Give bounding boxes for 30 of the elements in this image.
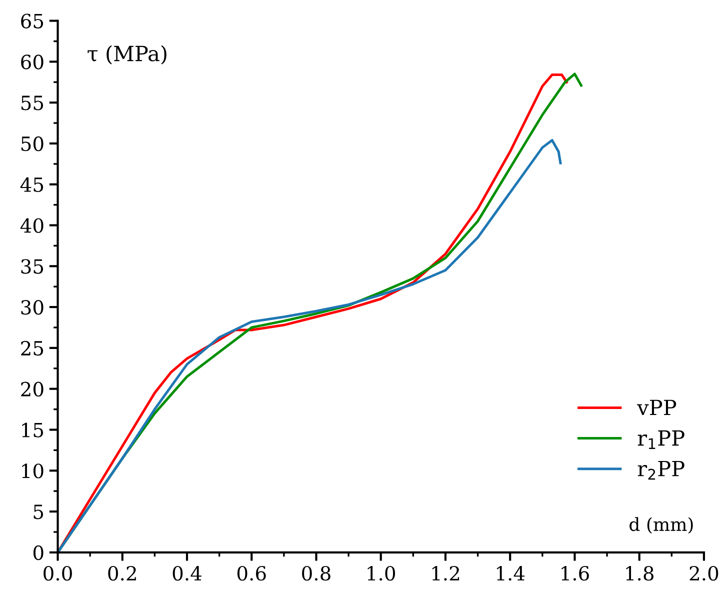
y-tick-label: 55 — [21, 96, 44, 110]
y-tick-label: 30 — [21, 300, 44, 315]
x-tick-label: 0.8 — [302, 566, 330, 581]
y-axis-title: τ (MPa) — [88, 45, 166, 64]
legend-label: r$_{2}$PP — [638, 460, 684, 480]
y-tick-label: 45 — [20, 177, 44, 192]
y-tick-label: 5 — [34, 504, 44, 520]
y-tick-label: 40 — [20, 218, 44, 233]
x-tick-label: 1.8 — [626, 566, 654, 581]
x-axis-title: d (mm) — [630, 517, 693, 534]
x-tick-label: 2.0 — [690, 566, 718, 581]
y-tick-label: 35 — [21, 259, 44, 274]
legend-label: r$_{1}$PP — [638, 430, 684, 449]
x-tick-label: 1.2 — [432, 566, 460, 581]
y-tick-label: 50 — [21, 136, 44, 152]
y-tick-label: 20 — [21, 382, 44, 397]
y-tick-label: 25 — [21, 340, 44, 356]
y-tick-label: 15 — [22, 422, 44, 438]
x-tick-label: 1.4 — [497, 566, 525, 581]
x-tick-label: 0.2 — [108, 566, 136, 581]
x-tick-label: 1.0 — [368, 566, 396, 581]
y-tick-label: 65 — [21, 14, 44, 28]
legend-label: vPP — [637, 400, 676, 416]
y-tick-label: 10 — [22, 464, 44, 478]
y-tick-label: 60 — [21, 54, 44, 70]
x-tick-label: 0.4 — [172, 566, 202, 581]
y-tick-label: 0 — [33, 545, 44, 560]
x-tick-label: 0.6 — [237, 566, 266, 581]
x-tick-label: 0.0 — [44, 566, 72, 581]
x-tick-label: 1.6 — [562, 566, 589, 581]
